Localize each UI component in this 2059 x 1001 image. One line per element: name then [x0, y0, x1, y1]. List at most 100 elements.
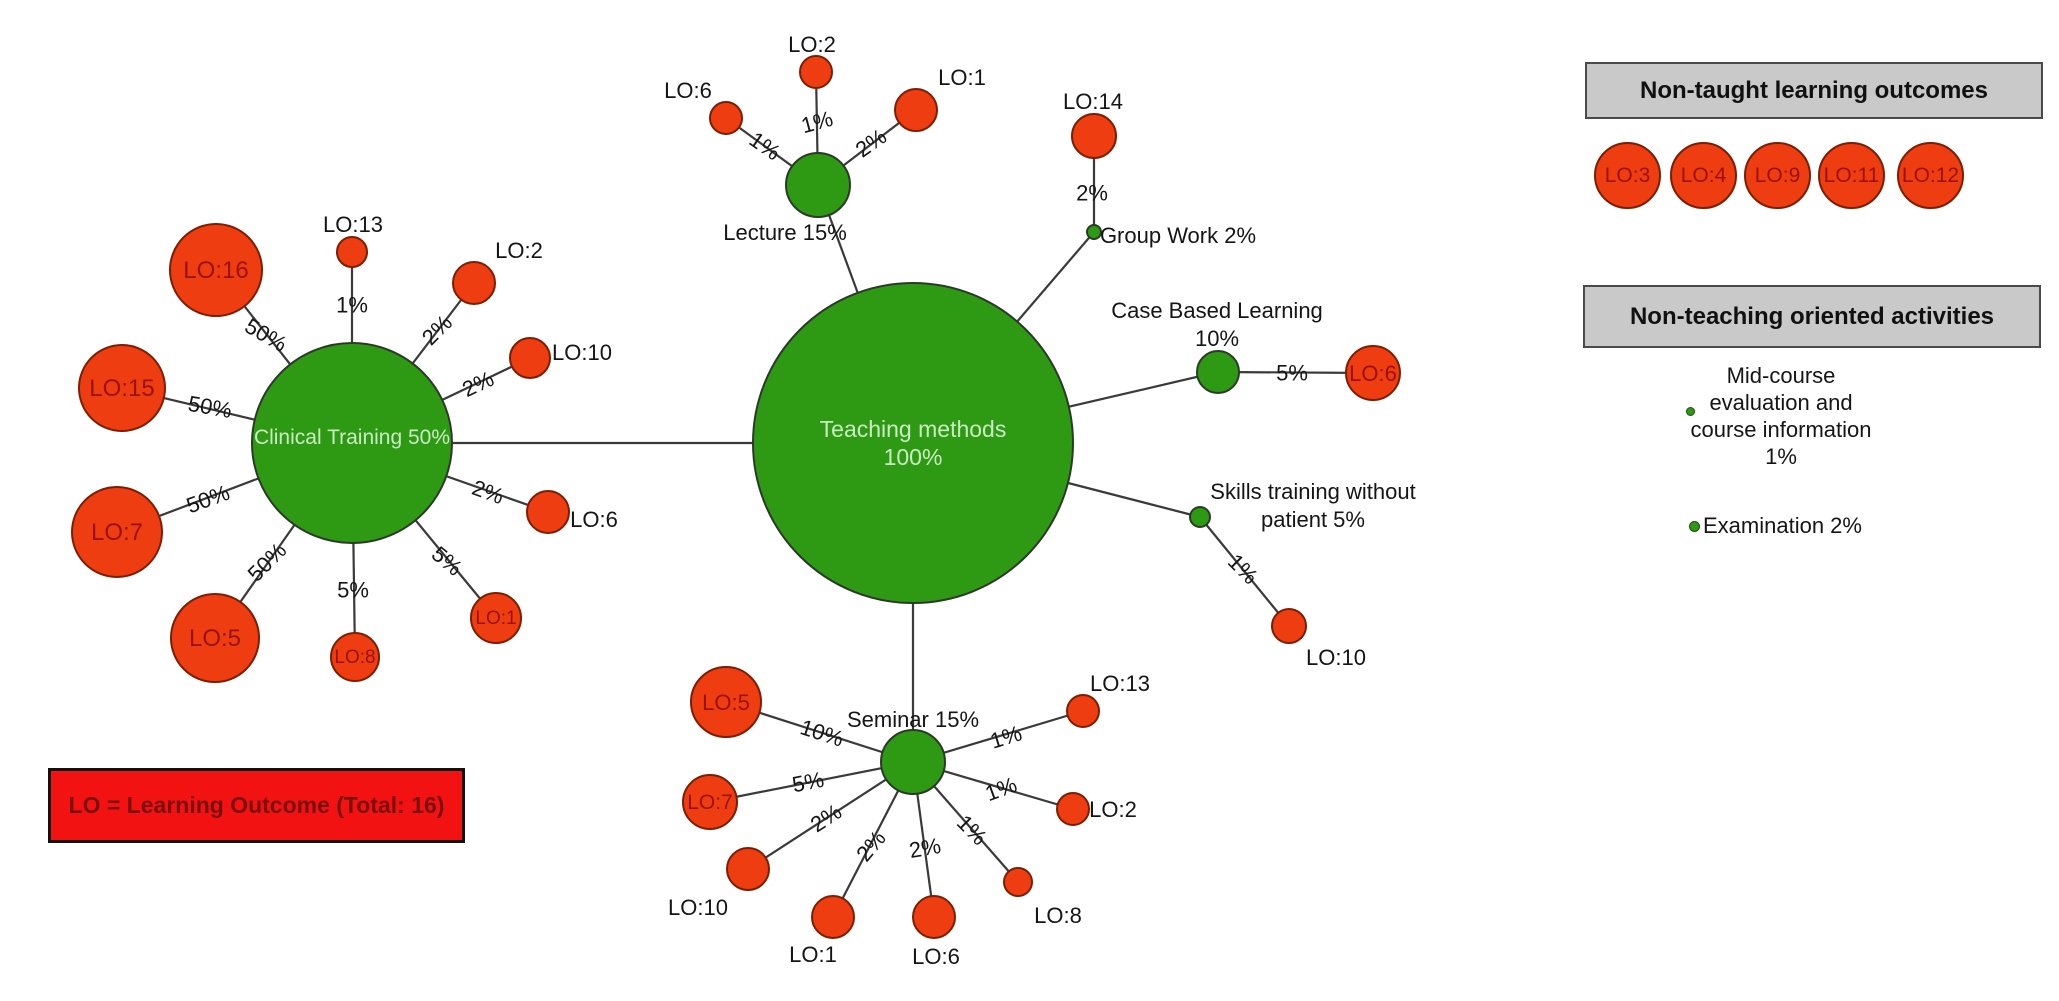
non-taught-lo-circle: LO:4: [1670, 142, 1737, 209]
node-label-c7: LO:7: [91, 519, 143, 546]
method-node-seminar: [880, 729, 946, 795]
non-teaching-activities-title: Non-teaching oriented activities: [1629, 302, 1995, 330]
midcourse-line: Mid-course: [1726, 363, 1836, 388]
outcome-node-s10: [726, 847, 770, 891]
edge-weight-label: 50%: [186, 391, 234, 423]
node-label-s5: LO:5: [702, 690, 750, 715]
node-label-cbl6: LO:6: [1349, 361, 1397, 386]
non-taught-lo-circle: LO:3: [1594, 142, 1661, 209]
outcome-node-l1: [894, 88, 938, 132]
node-label-cbl: Case Based Learning 10%: [1111, 298, 1323, 351]
outcome-node-c10: [509, 337, 551, 379]
outcome-node-l2: [799, 55, 833, 89]
outcome-node-c8: [330, 632, 380, 682]
edge-weight-label: 2%: [806, 799, 846, 837]
outcome-node-s8: [1003, 867, 1033, 897]
edge-weight-label: 2%: [1076, 181, 1108, 206]
edge-weight-label: 2%: [851, 826, 891, 866]
edge-weight-label: 1%: [1223, 549, 1263, 589]
edge-weight-label: 5%: [337, 578, 369, 603]
node-label-s6: LO:6: [912, 944, 960, 969]
edge-weight-label: 2%: [469, 475, 507, 509]
outcome-node-s5: [690, 666, 762, 738]
midcourse-activity-dot: [1686, 407, 1695, 416]
node-label-l6: LO:6: [664, 78, 712, 103]
non-taught-lo-label: LO:12: [1901, 163, 1960, 187]
node-label-s8: LO:8: [1034, 903, 1082, 928]
node-label-c16: LO:16: [183, 257, 248, 284]
method-node-teaching: [752, 282, 1074, 604]
edge-weight-label: 2%: [458, 366, 497, 402]
method-node-cbl: [1196, 350, 1240, 394]
edge-weight-label: 2%: [907, 833, 943, 863]
node-label-s2: LO:2: [1089, 797, 1137, 822]
non-taught-lo-label: LO:4: [1680, 163, 1727, 187]
edge-weight-label: 1%: [745, 127, 785, 166]
node-label-lecture: Lecture 15%: [723, 220, 847, 245]
outcome-node-c16: [169, 223, 263, 317]
non-taught-lo-label: LO:3: [1604, 163, 1651, 187]
edge-weight-label: 2%: [417, 310, 457, 350]
node-label-gw14: LO:14: [1063, 89, 1123, 114]
node-label-seminar: Seminar 15%: [847, 707, 979, 732]
examination-activity-dot: [1689, 521, 1700, 532]
method-node-skills: [1189, 506, 1211, 528]
node-label-s13: LO:13: [1090, 671, 1150, 696]
method-node-clinical: [251, 342, 453, 544]
non-taught-lo-circle: LO:9: [1744, 142, 1811, 209]
node-label-s1: LO:1: [789, 942, 837, 967]
outcome-node-cbl6: [1345, 345, 1401, 401]
edge-weight-label: 50%: [183, 480, 233, 519]
edge-weight-label: 1%: [987, 720, 1025, 753]
outcome-node-c7: [71, 486, 163, 578]
lo-definition-text: LO = Learning Outcome (Total: 16): [68, 792, 445, 818]
edge-weight-label: 1%: [982, 772, 1020, 806]
method-node-groupwork: [1086, 224, 1102, 240]
non-taught-lo-label: LO:9: [1754, 163, 1801, 187]
outcome-node-s7: [682, 774, 738, 830]
edge-weight-label: 50%: [243, 538, 292, 587]
outcome-node-c15: [78, 344, 166, 432]
edge-skills-sk10: [1199, 516, 1290, 627]
midcourse-line: course information: [1690, 417, 1872, 442]
non-taught-lo-circle: LO:12: [1897, 142, 1964, 209]
edge-seminar-s7: [709, 760, 914, 804]
method-node-lecture: [785, 152, 851, 218]
non-taught-lo-label: LO:11: [1823, 163, 1880, 187]
outcome-node-sk10: [1271, 608, 1307, 644]
outcome-node-s6: [912, 895, 956, 939]
node-label-sk10: LO:10: [1306, 645, 1366, 670]
edge-weight-label: 1%: [798, 106, 835, 138]
outcome-node-c1: [470, 592, 522, 644]
node-label-s10: LO:10: [668, 895, 728, 920]
lo-definition-note: LO = Learning Outcome (Total: 16): [48, 768, 465, 843]
midcourse-activity-label: Mid-course evaluation and course informa…: [1650, 362, 1912, 470]
non-taught-lo-circle: LO:11: [1818, 142, 1885, 209]
node-label-c2: LO:2: [495, 238, 543, 263]
node-label-skills: Skills training without patient 5%: [1210, 479, 1415, 532]
outcome-node-gw14: [1071, 113, 1117, 159]
node-label-clinical: Clinical Training 50%: [254, 426, 450, 449]
outcome-node-l6: [709, 101, 743, 135]
non-taught-outcomes-header: Non-taught learning outcomes: [1585, 62, 2043, 119]
node-label-c13: LO:13: [323, 212, 383, 237]
node-label-teaching: Teaching methods 100%: [820, 416, 1007, 470]
node-label-c10: LO:10: [552, 340, 612, 365]
outcome-node-s2: [1056, 792, 1090, 826]
outcome-node-c13: [336, 236, 368, 268]
node-label-c8: LO:8: [334, 647, 375, 668]
node-label-l1: LO:1: [938, 65, 986, 90]
edge-weight-label: 10%: [797, 714, 847, 751]
node-label-c1: LO:1: [475, 608, 516, 629]
edge-weight-label: 5%: [1276, 361, 1308, 386]
node-label-c5: LO:5: [189, 625, 241, 652]
node-label-c6: LO:6: [570, 507, 618, 532]
edge-weight-label: 50%: [241, 313, 292, 357]
examination-activity-label: Examination 2%: [1703, 513, 1862, 538]
outcome-node-c5: [170, 593, 260, 683]
node-label-l2: LO:2: [788, 32, 836, 57]
outcome-node-s1: [811, 895, 855, 939]
midcourse-line: evaluation and: [1709, 390, 1853, 415]
